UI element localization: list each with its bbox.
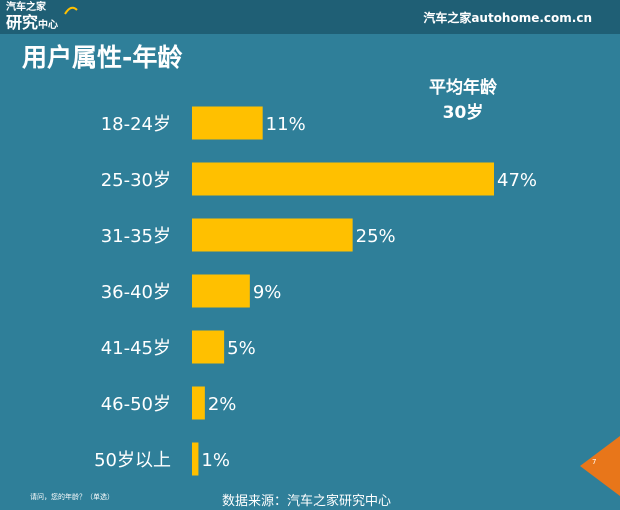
category-label: 50岁以上 [94,450,171,471]
category-label: 25-30岁 [101,170,171,191]
logo-big-text: 研究 [6,13,39,32]
page-title: 用户属性-年龄 [22,43,183,72]
swoosh-icon [64,6,78,15]
logo-bottom: 研究中心 [6,14,58,35]
average-age: 平均年龄 30岁 [398,76,528,126]
category-label: 46-50岁 [101,394,171,415]
category-label: 31-35岁 [101,226,171,247]
average-age-label: 平均年龄 [429,78,497,98]
average-age-value: 30岁 [442,103,484,123]
data-label: 5% [227,338,256,359]
logo: 汽车之家 研究中心 [6,2,126,32]
bar [192,106,263,140]
data-label: 1% [201,450,230,471]
top-bar: 汽车之家 研究中心 汽车之家autohome.com.cn [0,0,620,34]
page-corner-triangle [580,436,620,496]
data-label: 11% [266,114,306,135]
bar [192,330,225,364]
data-label: 9% [253,282,282,303]
site-name: 汽车之家autohome.com.cn [423,11,592,25]
data-label: 47% [497,170,537,191]
category-label: 36-40岁 [101,282,171,303]
page-number: 7 [592,458,597,466]
data-label: 2% [208,394,237,415]
data-label: 25% [356,226,396,247]
question-footnote: 请问，您的年龄？（单选） [30,493,114,501]
logo-top-text: 汽车之家 [6,2,46,13]
bar [192,386,205,420]
category-label: 18-24岁 [101,114,171,135]
bar [192,274,250,308]
logo-small-text: 中心 [38,20,59,31]
category-label: 41-45岁 [101,338,171,359]
bar [192,442,199,476]
data-source: 数据来源：汽车之家研究中心 [222,494,392,509]
bar [192,162,494,196]
bar [192,218,353,252]
